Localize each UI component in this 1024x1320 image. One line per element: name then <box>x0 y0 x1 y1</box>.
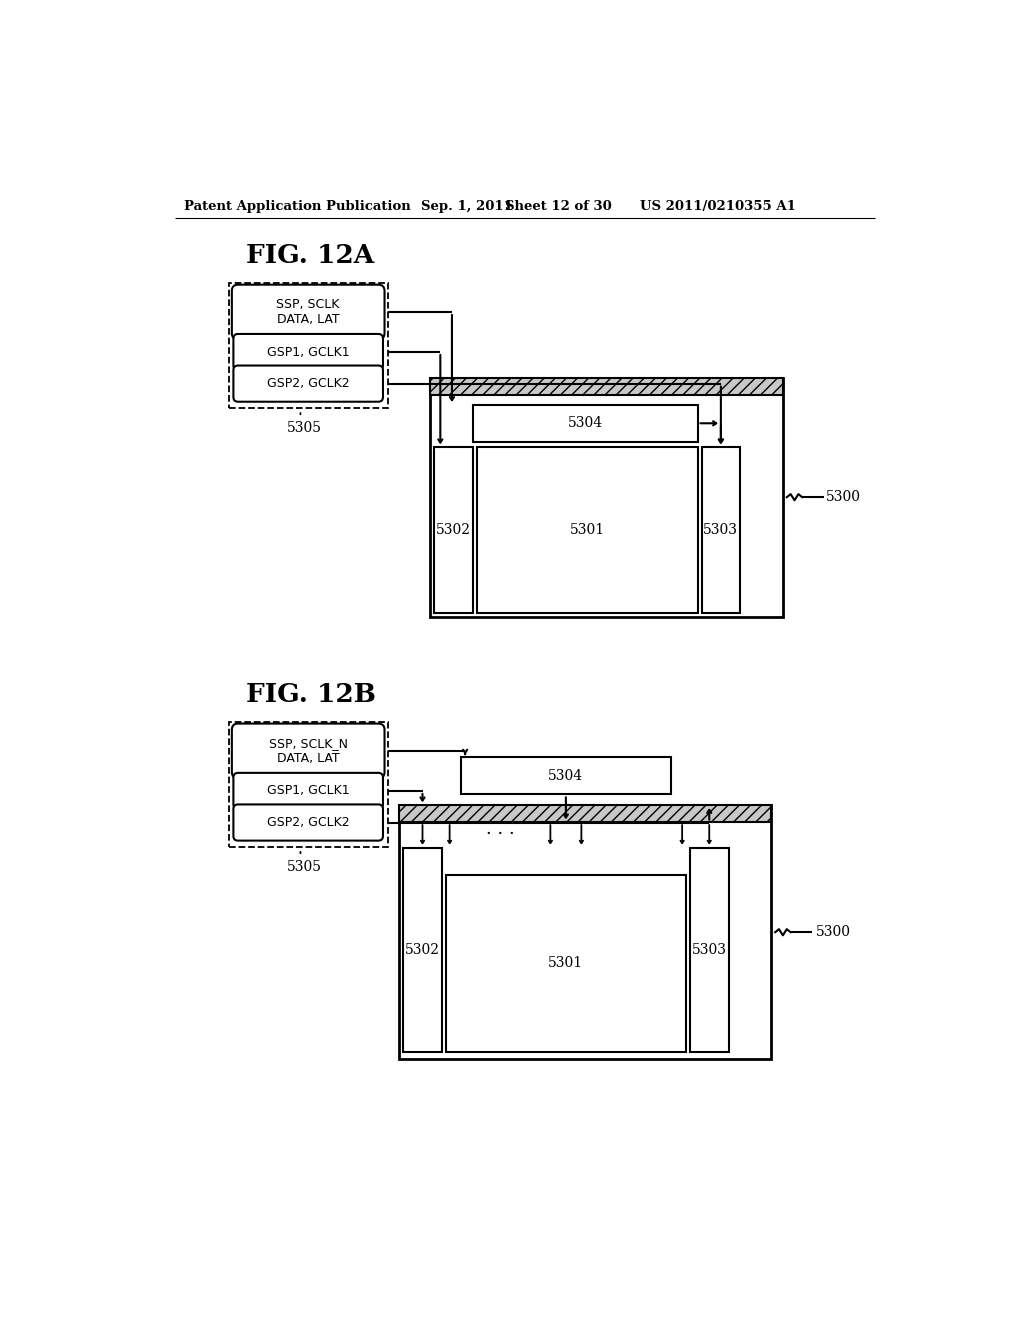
Bar <box>403 847 442 1052</box>
Text: 5300: 5300 <box>815 925 850 940</box>
Text: 5305: 5305 <box>287 859 322 874</box>
Text: GSP2, GCLK2: GSP2, GCLK2 <box>267 378 349 391</box>
Text: FIG. 12B: FIG. 12B <box>246 682 376 706</box>
Text: 5301: 5301 <box>548 956 584 970</box>
Text: 5304: 5304 <box>567 416 603 430</box>
Text: · · ·: · · · <box>485 825 514 843</box>
Text: GSP1, GCLK1: GSP1, GCLK1 <box>267 346 349 359</box>
FancyBboxPatch shape <box>233 366 383 401</box>
Bar <box>430 378 783 616</box>
FancyBboxPatch shape <box>233 334 383 370</box>
Text: SSP, SCLK_N
DATA, LAT: SSP, SCLK_N DATA, LAT <box>268 737 348 764</box>
FancyBboxPatch shape <box>231 285 385 339</box>
Text: 5303: 5303 <box>692 942 727 957</box>
Text: US 2011/0210355 A1: US 2011/0210355 A1 <box>640 199 796 213</box>
Bar <box>228 284 388 408</box>
Text: 5305: 5305 <box>287 421 322 434</box>
Text: 5302: 5302 <box>406 942 440 957</box>
Text: 5303: 5303 <box>703 523 738 537</box>
Bar <box>445 875 686 1052</box>
Text: SSP, SCLK
DATA, LAT: SSP, SCLK DATA, LAT <box>276 298 340 326</box>
Text: 5300: 5300 <box>826 490 861 504</box>
Text: GSP2, GCLK2: GSP2, GCLK2 <box>267 816 349 829</box>
Bar <box>430 378 783 395</box>
Text: Patent Application Publication: Patent Application Publication <box>183 199 411 213</box>
Text: FIG. 12A: FIG. 12A <box>246 243 374 268</box>
Bar <box>477 447 697 612</box>
FancyBboxPatch shape <box>233 774 383 809</box>
Bar <box>461 758 671 795</box>
FancyBboxPatch shape <box>231 723 385 779</box>
Bar <box>473 405 697 442</box>
Text: Sep. 1, 2011: Sep. 1, 2011 <box>421 199 513 213</box>
Text: 5302: 5302 <box>436 523 471 537</box>
Text: Sheet 12 of 30: Sheet 12 of 30 <box>506 199 612 213</box>
Bar <box>434 447 473 612</box>
Bar <box>701 447 740 612</box>
Bar <box>690 847 729 1052</box>
Text: 5304: 5304 <box>548 770 584 783</box>
FancyBboxPatch shape <box>233 804 383 841</box>
Bar <box>399 805 771 822</box>
Bar <box>228 722 388 847</box>
Text: GSP1, GCLK1: GSP1, GCLK1 <box>267 784 349 797</box>
Bar <box>399 805 771 1059</box>
Text: 5301: 5301 <box>569 523 605 537</box>
